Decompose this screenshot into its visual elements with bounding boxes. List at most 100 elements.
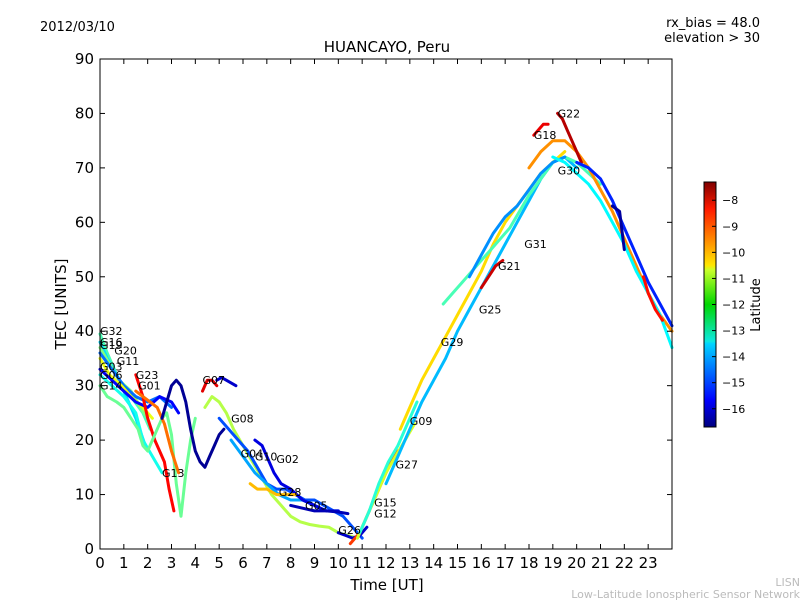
data-point-g09 xyxy=(575,166,578,170)
data-point-g09 xyxy=(432,379,435,382)
data-point-g09 xyxy=(396,455,400,458)
data-point-g10 xyxy=(289,498,292,502)
data-point-g28 xyxy=(256,487,259,491)
data-point-g27 xyxy=(349,542,352,545)
data-point-g26 xyxy=(344,534,347,537)
colorbar-tick-label: −9 xyxy=(722,220,738,233)
x-tick-label: 17 xyxy=(496,554,515,572)
data-point-g30 xyxy=(551,139,554,142)
data-point-g04 xyxy=(237,438,240,442)
data-point-g04 xyxy=(218,417,221,420)
series-line-g25 xyxy=(441,155,602,306)
data-point-g07b xyxy=(225,379,228,382)
colorbar: −8 −9 −10 −11 −12 −13 −14 −15 −16 Latitude xyxy=(703,181,764,428)
data-point-g04 xyxy=(322,504,326,507)
x-tick-label: 8 xyxy=(286,554,296,572)
x-tick-label: 20 xyxy=(567,554,586,572)
data-point-g29 xyxy=(456,313,459,317)
data-point-g24 xyxy=(575,172,578,175)
data-point-g25 xyxy=(499,237,502,240)
data-point-g30 xyxy=(599,188,602,191)
data-point-g03 xyxy=(177,411,180,415)
data-point-g31 xyxy=(551,161,554,164)
series-label-g29: G29 xyxy=(441,336,464,349)
series-label-g18: G18 xyxy=(534,129,557,142)
data-point-g28 xyxy=(284,493,288,496)
data-point-g04 xyxy=(256,466,259,469)
data-point-g31 xyxy=(504,215,507,219)
x-tick-label: 1 xyxy=(119,554,129,572)
data-point-g23 xyxy=(134,373,137,376)
colorbar-tick-label: −10 xyxy=(722,246,745,259)
data-point-g03 xyxy=(122,389,126,393)
data-point-g11 xyxy=(108,373,111,376)
data-point-g04 xyxy=(284,487,288,491)
data-point-g05 xyxy=(337,510,340,514)
data-point-g13 xyxy=(160,417,164,420)
data-point-g06 xyxy=(110,384,114,387)
data-point-g01 xyxy=(177,471,180,474)
series-label-g05: G05 xyxy=(305,499,328,512)
data-point-g29b xyxy=(642,275,645,278)
data-point-g13 xyxy=(175,379,178,382)
series-label-g10: G10 xyxy=(255,450,278,463)
data-point-g17 xyxy=(658,302,662,306)
colorbar-tick-label: −8 xyxy=(722,194,738,207)
series-label-g09: G09 xyxy=(410,415,433,428)
data-point-g14 xyxy=(136,428,140,431)
data-point-g04 xyxy=(361,536,364,540)
series-line-g03 xyxy=(98,367,181,415)
data-point-g07 xyxy=(210,379,214,382)
x-tick-label: 11 xyxy=(353,554,372,572)
data-point-g30 xyxy=(539,150,543,153)
data-point-g08 xyxy=(210,395,214,398)
data-point-g17 xyxy=(635,253,638,257)
series-label-g02: G02 xyxy=(276,453,299,466)
series-label-g27: G27 xyxy=(396,459,419,472)
data-point-g24 xyxy=(599,199,602,202)
series-label-g25: G25 xyxy=(479,303,502,316)
series-line-g07 xyxy=(201,378,219,393)
data-point-g17 xyxy=(623,226,626,229)
series-label-g13: G13 xyxy=(162,467,185,480)
series-layer xyxy=(98,111,674,546)
data-point-g20 xyxy=(170,406,173,409)
data-point-g26b xyxy=(623,248,626,251)
data-point-g02 xyxy=(265,455,268,458)
data-point-g05 xyxy=(325,509,328,513)
data-point-g07 xyxy=(215,384,218,387)
data-point-g31 xyxy=(492,232,495,235)
data-point-g22 xyxy=(561,117,564,121)
data-point-g13 xyxy=(198,460,202,464)
series-label-g01: G01 xyxy=(138,380,161,393)
data-point-g05 xyxy=(301,507,304,510)
data-point-g14 xyxy=(184,471,187,474)
data-point-g25 xyxy=(518,210,521,213)
series-line-g18 xyxy=(532,122,550,137)
y-tick-label: 90 xyxy=(75,50,94,68)
x-tick-label: 16 xyxy=(472,554,491,572)
data-point-g09 xyxy=(384,482,388,485)
data-point-g30 xyxy=(563,139,566,142)
x-tick-label: 4 xyxy=(191,554,201,572)
data-point-g29b xyxy=(661,319,664,322)
x-tick-label: 7 xyxy=(262,554,272,572)
data-point-g14 xyxy=(141,444,145,447)
data-point-g02 xyxy=(272,471,276,474)
y-tick-label: 20 xyxy=(75,431,94,449)
data-point-g07b xyxy=(229,381,233,385)
data-point-g13 xyxy=(213,444,216,447)
data-point-g02 xyxy=(253,438,257,442)
series-line-g21 xyxy=(479,258,505,290)
data-point-g29 xyxy=(420,379,423,382)
series-label-g04: G04 xyxy=(241,448,264,461)
series-label-g07: G07 xyxy=(203,374,226,387)
data-point-g17 xyxy=(599,177,602,180)
x-axis: 0 1 2 3 4 5 6 7 8 9 10 11 12 13 14 15 16 17 18 19 20 21 22 23 xyxy=(95,59,658,572)
data-point-g13 xyxy=(165,400,168,404)
series-label-g14: G14 xyxy=(100,380,123,393)
data-point-g21 xyxy=(494,264,497,268)
colorbar-tick-label: −13 xyxy=(722,325,745,338)
series-label-g32: G32 xyxy=(100,325,123,338)
